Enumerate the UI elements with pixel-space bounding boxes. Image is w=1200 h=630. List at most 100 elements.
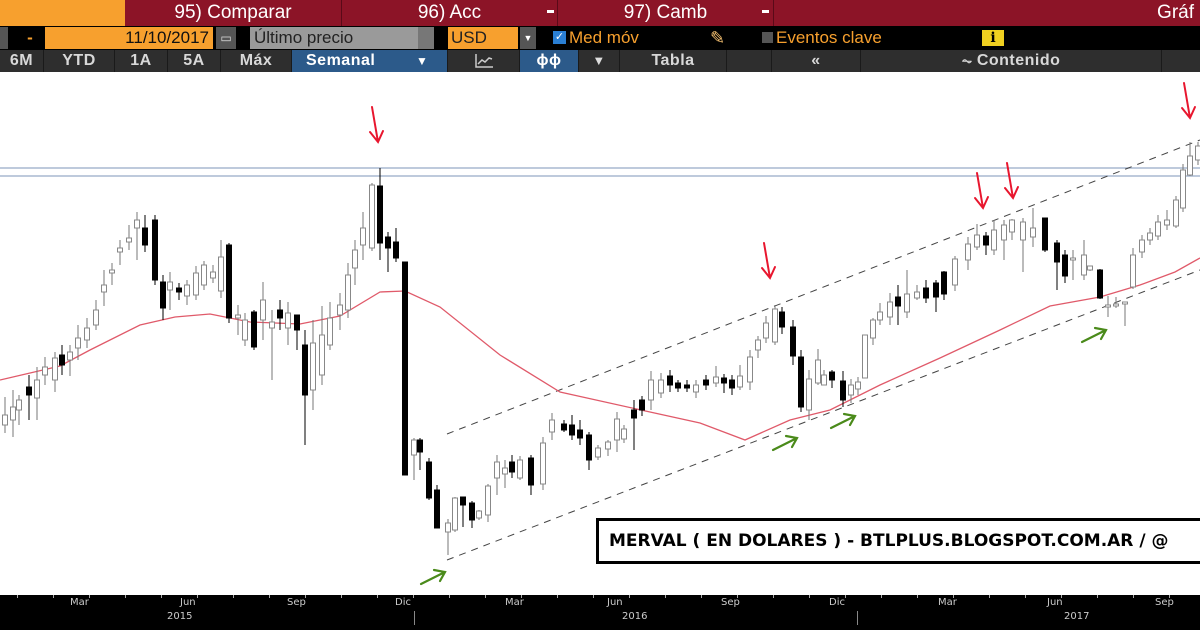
candle (895, 285, 901, 325)
period-max[interactable]: Máx (221, 50, 292, 72)
axis-month-label: Dic (395, 597, 411, 608)
candle (605, 440, 611, 456)
candle (577, 420, 583, 445)
candle (648, 371, 654, 410)
period-ytd[interactable]: YTD (44, 50, 115, 72)
candle (829, 370, 835, 388)
calendar-icon[interactable] (0, 27, 8, 49)
candle (855, 377, 861, 395)
candle (509, 455, 515, 478)
red-arrow-icon (974, 172, 989, 210)
candle (1164, 210, 1170, 230)
chevron-down-icon: ▼ (416, 54, 429, 68)
candle (218, 240, 224, 298)
candle (226, 243, 232, 323)
period-1a[interactable]: 1A (115, 50, 168, 72)
axis-tick (737, 595, 738, 598)
candle (1195, 142, 1200, 165)
calendar-icon[interactable]: ▭ (216, 27, 236, 49)
candle (1147, 228, 1153, 245)
candle (870, 318, 876, 345)
period-6m[interactable]: 6M (0, 50, 44, 72)
axis-tick (1025, 595, 1026, 598)
period-5a[interactable]: 5A (168, 50, 221, 72)
candle (684, 380, 690, 392)
candle (631, 400, 637, 450)
line-chart-button[interactable] (449, 50, 520, 72)
candle (52, 352, 58, 392)
candle (93, 300, 99, 330)
candle (452, 497, 458, 532)
candle (445, 519, 451, 555)
candle (377, 168, 383, 260)
axis-year-label: 2017 (1064, 611, 1090, 622)
green-arrow-icon (1080, 326, 1108, 344)
axis-tick (53, 595, 54, 598)
pencil-icon[interactable]: ✎ (710, 28, 726, 48)
candle-chart-button[interactable]: ϕϕ (520, 50, 579, 72)
candle (540, 437, 546, 490)
candle (1122, 301, 1128, 326)
end-date-field[interactable]: 11/10/2017 (45, 27, 213, 49)
ticker-field[interactable] (0, 0, 125, 26)
axis-tick (557, 595, 558, 598)
axis-tick (1133, 595, 1134, 598)
chevron-down-icon: ▼ (592, 53, 606, 68)
candle (193, 266, 199, 300)
content-button[interactable]: ⏦ Contenido (861, 50, 1162, 72)
axis-month-label: Jun (607, 597, 623, 608)
candle (285, 302, 291, 345)
candle (877, 303, 883, 325)
chart-title: Gráf (1157, 2, 1194, 23)
currency-select[interactable]: USD (448, 27, 518, 49)
candle (152, 215, 158, 285)
axis-tick (845, 595, 846, 598)
candle (16, 395, 22, 425)
info-icon[interactable]: i (982, 30, 1004, 46)
candle (345, 263, 351, 318)
candle (251, 310, 257, 350)
candle (337, 293, 343, 330)
chart-annotation-title: MERVAL ( EN DOLARES ) - BTLPLUS.BLOGSPOT… (596, 518, 1200, 564)
moving-avg-checkbox[interactable]: ✓ (553, 31, 566, 44)
candle (494, 455, 500, 495)
candle (1087, 265, 1093, 271)
candle (67, 345, 73, 376)
collapse-button[interactable]: « (772, 50, 861, 72)
price-field-select[interactable]: Último precio (250, 27, 418, 49)
frequency-select[interactable]: Semanal ▼ (292, 50, 448, 72)
candle (549, 413, 555, 440)
command-bar: 95) Comparar 96) Acc 97) Camb Gráf (0, 0, 1200, 26)
candle (310, 320, 316, 410)
compare-button[interactable]: 95) Comparar (125, 0, 342, 26)
candle (502, 460, 508, 488)
candle (319, 306, 325, 385)
candle (1020, 218, 1026, 272)
candle (614, 412, 620, 452)
axis-month-label: Mar (938, 597, 957, 608)
start-date-field[interactable]: - (27, 28, 33, 47)
camb-button[interactable]: 97) Camb (558, 0, 774, 26)
candle (790, 320, 796, 365)
chevron-down-icon[interactable]: ▼ (520, 27, 536, 49)
axis-tick (89, 595, 90, 598)
candle (134, 212, 140, 260)
candle (798, 350, 804, 412)
key-events-checkbox[interactable] (762, 32, 773, 43)
candle (434, 485, 440, 529)
candle (528, 455, 534, 495)
candlestick-icon: ϕϕ (536, 52, 562, 69)
candle (1130, 248, 1136, 289)
candle (561, 420, 567, 432)
chevron-down-icon[interactable] (418, 27, 434, 49)
chart-type-dropdown[interactable]: ▼ (579, 50, 620, 72)
table-button[interactable]: Tabla (620, 50, 727, 72)
candlestick-chart[interactable] (0, 72, 1200, 595)
candle (904, 270, 910, 318)
candle (779, 307, 785, 334)
acc-button[interactable]: 96) Acc (342, 0, 558, 26)
axis-month-label: Sep (1155, 597, 1174, 608)
candle (1180, 164, 1186, 212)
axis-tick (413, 595, 414, 598)
candle (26, 375, 32, 420)
